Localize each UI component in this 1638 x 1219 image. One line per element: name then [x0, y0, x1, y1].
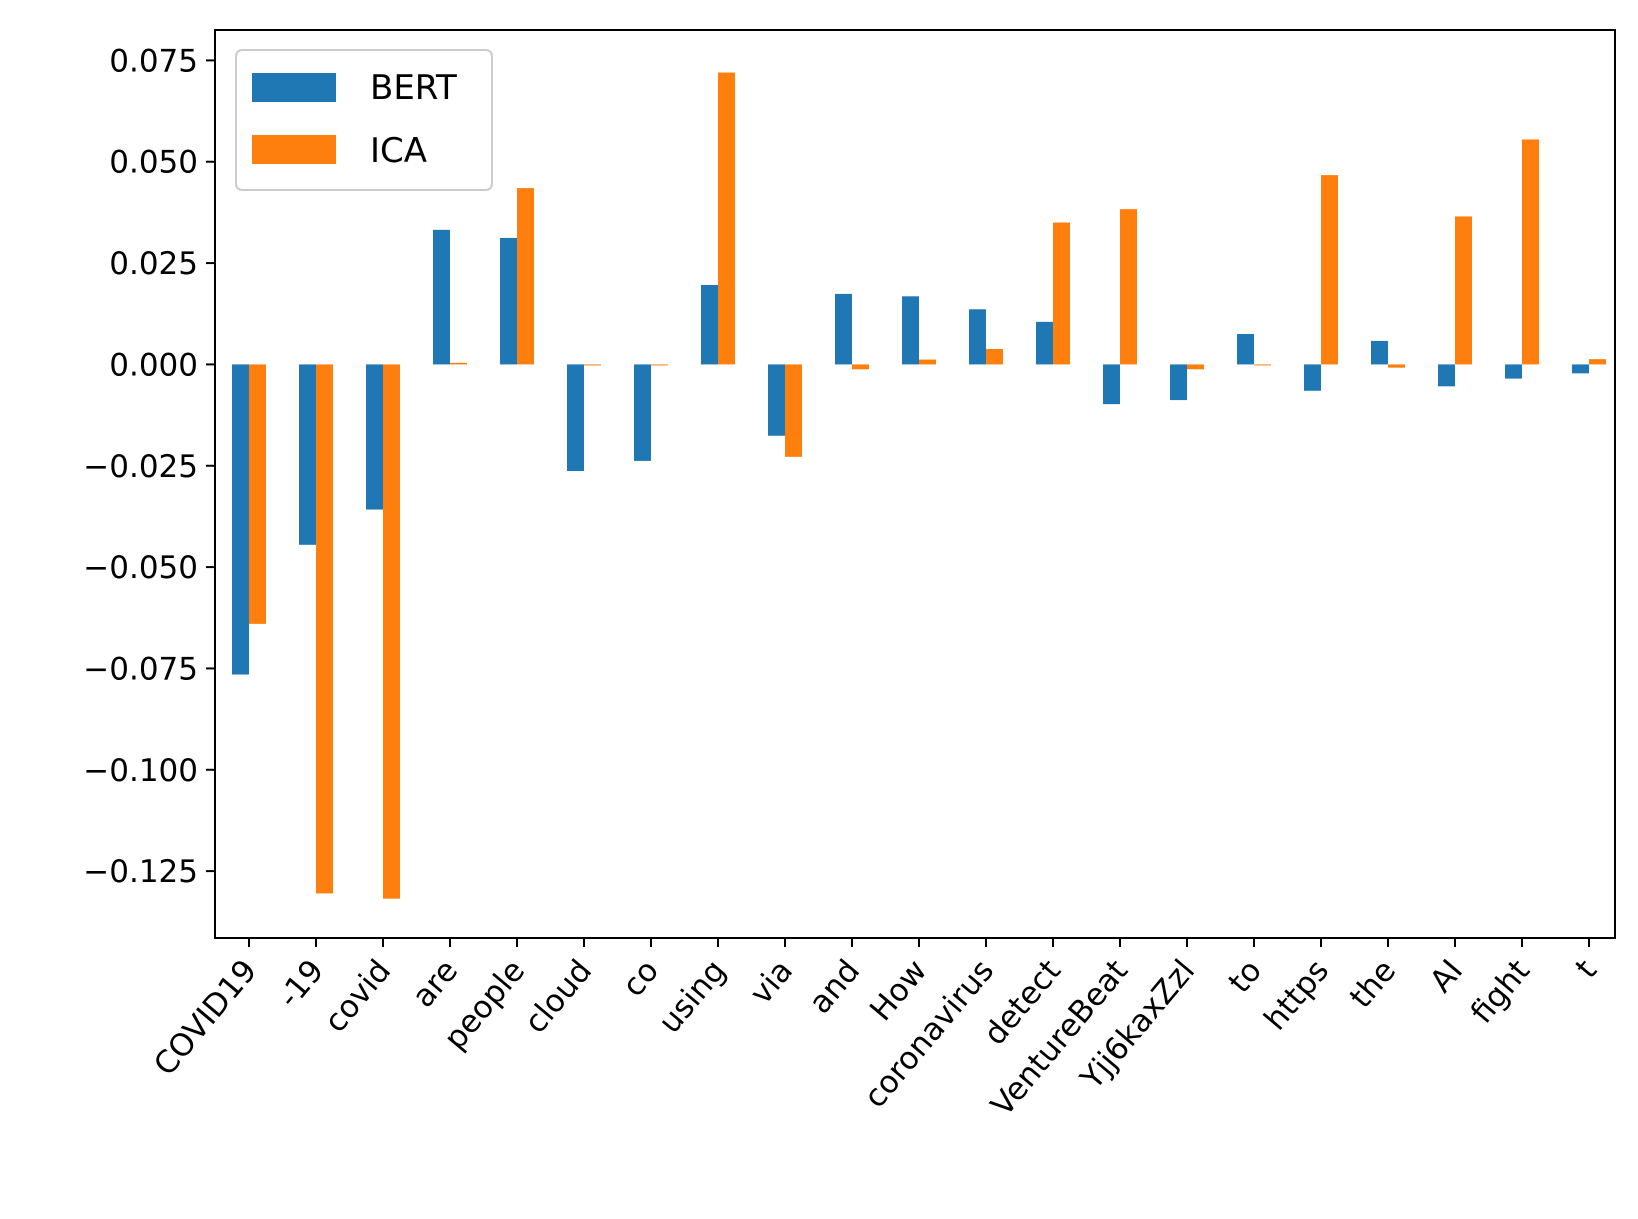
bar-ica-17	[1388, 364, 1405, 368]
bar-bert-3	[433, 229, 450, 365]
x-tick-label: via	[743, 953, 800, 1011]
bar-ica-5	[584, 364, 601, 366]
bar-ica-18	[1455, 216, 1472, 365]
bar-bert-11	[969, 309, 986, 365]
plot-area-frame	[214, 29, 1616, 939]
legend-swatch-bert	[252, 73, 336, 102]
y-axis: 0.075 0.050 0.025 0.000 −0.025 −0.050 −0.075 −0…	[83, 43, 215, 890]
y-tick-label: 0.050	[109, 145, 198, 181]
bar-ica-15	[1254, 364, 1271, 366]
x-tick-label: using	[652, 953, 733, 1040]
x-tick-label: covid	[317, 953, 398, 1039]
bar-ica-0	[249, 364, 266, 624]
y-tick-label: −0.100	[83, 753, 198, 789]
bar-ica-20	[1589, 359, 1606, 365]
bar-bert-8	[768, 364, 785, 436]
bar-ica-7	[718, 72, 735, 365]
bar-bert-4	[500, 237, 517, 365]
bar-bert-1	[299, 364, 316, 545]
x-tick-label: and	[802, 953, 867, 1021]
x-tick-label: COVID19	[147, 953, 264, 1083]
bar-bert-13	[1103, 364, 1120, 405]
y-tick-label: 0.000	[109, 347, 198, 383]
x-tick-label: cloud	[518, 953, 600, 1040]
bar-bert-7	[701, 284, 718, 365]
x-tick-label: -19	[271, 953, 331, 1015]
bar-bert-5	[567, 364, 584, 472]
bar-bert-14	[1170, 364, 1187, 401]
bar-ica-19	[1522, 139, 1539, 365]
bar-bert-2	[366, 364, 383, 510]
bar-bert-6	[634, 364, 651, 461]
legend-label-ica: ICA	[370, 131, 427, 171]
bar-ica-6	[651, 364, 668, 366]
x-tick-label: t	[1569, 953, 1604, 985]
bar-ica-12	[1053, 222, 1070, 365]
legend: BERT ICA	[235, 49, 493, 191]
bar-ica-16	[1321, 175, 1338, 365]
bar-ica-4	[517, 188, 534, 365]
bar-bert-15	[1237, 334, 1254, 365]
x-tick-label: AI	[1423, 953, 1470, 999]
x-tick-label: to	[1222, 953, 1270, 1000]
bar-bert-18	[1438, 364, 1455, 387]
y-tick-label: −0.075	[83, 651, 198, 687]
bar-ica-11	[986, 349, 1003, 365]
x-tick-label: the	[1343, 953, 1403, 1015]
x-tick-label: fight	[1464, 953, 1537, 1031]
bar-bert-19	[1505, 364, 1522, 379]
bar-ica-13	[1120, 209, 1137, 365]
bars-layer	[232, 72, 1606, 899]
x-tick-label: are	[405, 953, 465, 1015]
bar-bert-9	[835, 293, 852, 365]
bar-ica-10	[919, 359, 936, 365]
bar-ica-8	[785, 364, 802, 457]
x-tick-label: co	[615, 953, 666, 1004]
bar-bert-0	[232, 364, 249, 675]
y-tick-label: −0.125	[83, 854, 198, 890]
y-tick-label: −0.050	[83, 550, 198, 586]
bar-ica-2	[383, 364, 400, 899]
legend-swatch-ica	[252, 135, 336, 164]
y-tick-label: −0.025	[83, 449, 198, 485]
bar-ica-3	[450, 362, 467, 365]
y-tick-label: 0.075	[109, 43, 198, 79]
y-tick-label: 0.025	[109, 246, 198, 282]
legend-label-bert: BERT	[370, 68, 457, 108]
bar-ica-9	[852, 364, 869, 370]
x-tick-label: https	[1257, 953, 1336, 1037]
bar-bert-10	[902, 296, 919, 365]
bar-bert-12	[1036, 321, 1053, 365]
bar-ica-1	[316, 364, 333, 894]
bar-bert-17	[1371, 340, 1388, 365]
bar-bert-16	[1304, 364, 1321, 391]
bar-bert-20	[1572, 364, 1589, 374]
bar-ica-14	[1187, 364, 1204, 370]
